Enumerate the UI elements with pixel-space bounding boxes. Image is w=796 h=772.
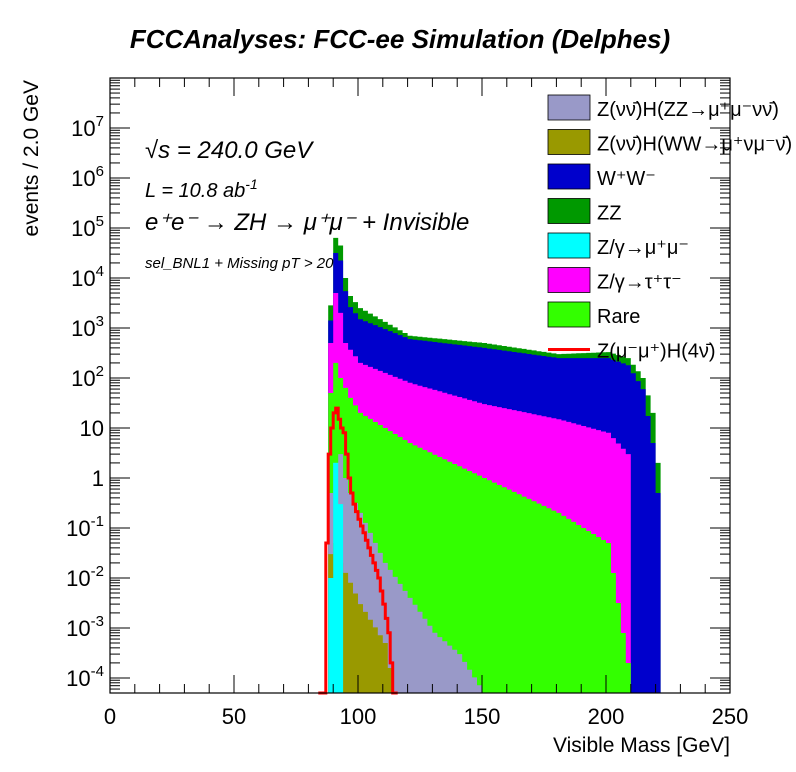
y-tick-label: 105: [71, 213, 104, 241]
legend-swatch: [547, 301, 591, 328]
legend-label: Z(νν̄)H(ZZ→μ⁺μ⁻νν̄): [597, 99, 779, 121]
legend: Z(νν̄)H(ZZ→μ⁺μ⁻νν̄) Z(νν̄)H(WW→μ⁺νμ⁻ν̄) W⁺…: [547, 94, 792, 363]
legend-swatch: [547, 198, 591, 224]
energy-annotation: √s = 240.0 GeV: [145, 137, 314, 164]
series-area: [318, 543, 666, 693]
x-tick-label: 150: [464, 704, 501, 729]
legend-swatch: [547, 94, 591, 121]
legend-label: Z/γ→τ⁺τ⁻: [597, 272, 682, 294]
process-annotation: e⁺e⁻ → ZH → μ⁺μ⁻ + Invisible: [145, 209, 469, 236]
legend-label: Z(νν̄)H(WW→μ⁺νμ⁻ν̄): [597, 134, 792, 156]
legend-label: Z/γ→μ⁺μ⁻: [597, 237, 689, 259]
y-tick-label: 10-1: [66, 513, 104, 541]
x-tick-label: 100: [340, 704, 377, 729]
legend-swatch: [547, 163, 591, 190]
series-area: [318, 454, 666, 693]
x-tick-label: 200: [588, 704, 625, 729]
y-tick-label: 103: [71, 313, 104, 341]
y-tick-label: 107: [71, 113, 104, 141]
x-axis-label: Visible Mass [GeV]: [553, 734, 730, 757]
y-tick-label: 1: [92, 466, 104, 491]
chart-title: FCCAnalyses: FCC-ee Simulation (Delphes): [130, 24, 670, 54]
signal-line: [318, 406, 398, 695]
legend-swatch: [547, 129, 591, 155]
y-tick-label: 10-3: [66, 613, 104, 641]
legend-label: Rare: [597, 306, 640, 328]
y-axis-label: events / 2.0 GeV: [20, 80, 43, 236]
selection-annotation: sel_BNL1 + Missing pT > 20: [145, 255, 334, 272]
legend-label: Z(μ⁻μ⁺)H(4ν̄): [597, 341, 716, 363]
x-tick-label: 50: [222, 704, 246, 729]
legend-swatch: [547, 267, 591, 293]
x-tick-label: 250: [712, 704, 749, 729]
legend-label: W⁺W⁻: [597, 168, 656, 190]
legend-swatch: [547, 232, 591, 259]
y-tick-label: 10-2: [66, 563, 104, 591]
y-tick-label: 106: [71, 163, 104, 191]
y-tick-label: 104: [71, 263, 104, 291]
lumi-annotation: L = 10.8 ab-1: [145, 176, 258, 202]
x-tick-label: 0: [104, 704, 116, 729]
y-tick-label: 10-4: [66, 663, 104, 691]
y-tick-label: 102: [71, 363, 104, 391]
legend-label: ZZ: [597, 203, 621, 225]
y-tick-label: 10: [80, 416, 104, 441]
